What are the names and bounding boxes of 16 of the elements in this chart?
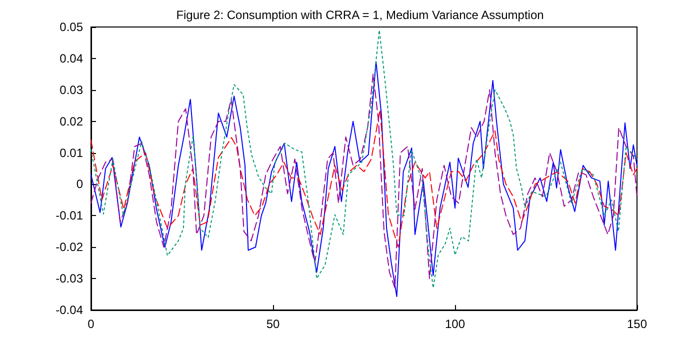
line-series — [90, 109, 638, 248]
y-tick-label: 0.01 — [60, 146, 84, 160]
y-tick-label: -0.02 — [56, 240, 84, 254]
x-tick-label: 50 — [266, 317, 280, 331]
y-tick-label: 0.02 — [60, 114, 84, 128]
x-tick-label: 100 — [444, 317, 466, 331]
chart-title: Figure 2: Consumption with CRRA = 1, Medium Variance Assumption — [176, 8, 544, 22]
y-tick-label: -0.01 — [56, 208, 84, 223]
x-tick-label: 0 — [88, 317, 95, 331]
y-tick-label: -0.04 — [56, 303, 84, 317]
y-tick-label: 0.03 — [60, 82, 84, 97]
y-tick-label: 0.05 — [60, 20, 84, 34]
x-tick-label: 150 — [626, 317, 648, 331]
y-tick-label: 0.04 — [60, 51, 84, 66]
y-tick-label: 0 — [76, 177, 84, 192]
y-tick-label: -0.03 — [56, 272, 84, 286]
